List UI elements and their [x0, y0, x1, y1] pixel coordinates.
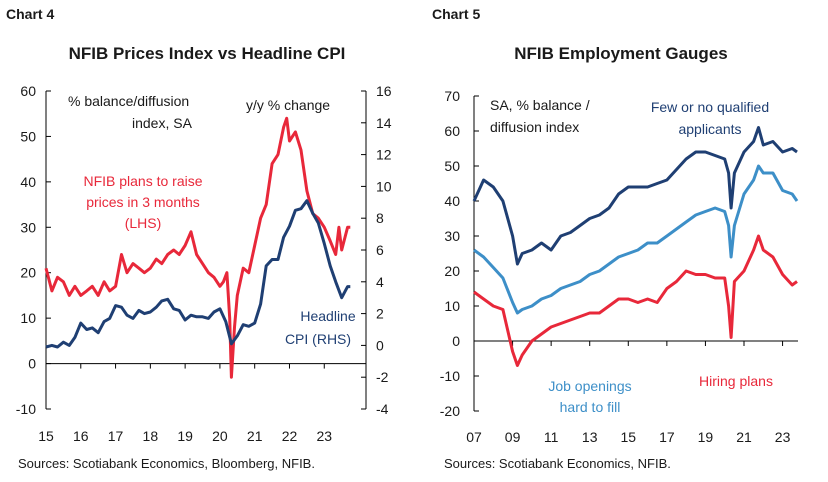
chart4-series-nfib-prices	[44, 116, 351, 379]
chart5-y-tick-label: 30	[444, 228, 460, 244]
chart4-ylabel-right: y/y % change	[246, 97, 330, 113]
chart5-ylabel-line1: SA, % balance /	[490, 97, 590, 113]
chart4-left-tick-label: -10	[16, 401, 36, 417]
chart4-right-tick-label: 0	[376, 337, 384, 353]
chart5-x-tick-label: 13	[582, 429, 598, 445]
chart5-x-tick-label: 07	[466, 429, 482, 445]
chart4-right-tick-label: 12	[376, 147, 392, 163]
chart5-series	[472, 126, 799, 367]
chart4-right-tick-label: -4	[376, 401, 389, 417]
chart5-x-tick-label: 11	[544, 429, 559, 445]
chart5-source: Sources: Scotiabank Economics, NFIB.	[444, 456, 671, 471]
chart4-right-tick-label: 4	[376, 274, 384, 290]
chart5-annot-navy-1: Few or no qualified	[651, 99, 769, 115]
chart4-right-tick-label: -2	[376, 369, 389, 385]
chart4-x-tick-label: 15	[38, 428, 54, 444]
chart4-title: NFIB Prices Index vs Headline CPI	[68, 44, 346, 63]
chart4-x-tick-label: 16	[73, 428, 89, 444]
chart4-x-tick-label: 17	[108, 428, 124, 444]
chart5-ylabel-line2: diffusion index	[490, 119, 579, 135]
chart5-y-tick-label: 40	[444, 193, 460, 209]
chart5-axes: -20 -10 0 10 20 30 40 50 60 70 07 09 11 13 15 17 19 21 23	[440, 88, 798, 445]
chart4-x-tick-label: 19	[177, 428, 193, 444]
chart4-panel: Chart 4 NFIB Prices Index vs Headline CP…	[6, 6, 392, 471]
chart4-annot-red-1: NFIB plans to raise	[83, 173, 202, 189]
chart5-y-tick-label: 10	[444, 298, 460, 314]
chart4-series	[44, 116, 351, 379]
chart4-x-tick-label: 22	[282, 428, 298, 444]
chart5-title: NFIB Employment Gauges	[514, 44, 728, 63]
chart4-left-tick-label: 60	[20, 83, 36, 99]
chart5-y-tick-label: 0	[452, 333, 460, 349]
chart5-y-tick-label: 70	[444, 88, 460, 104]
chart4-right-tick-label: 6	[376, 242, 384, 258]
chart4-right-tick-label: 2	[376, 306, 384, 322]
chart4-plot: -10 0 10 20 30 40 50 60 -4 -2 0 2 4 6 8 10 12 14 16 15 16 17 1…	[16, 83, 392, 444]
chart4-left-tick-label: 10	[20, 310, 36, 326]
chart4-x-tick-label: 18	[143, 428, 159, 444]
chart5-annot-blue-1: Job openings	[548, 378, 631, 394]
chart5-annot-navy-2: applicants	[678, 121, 741, 137]
chart5-label: Chart 5	[432, 6, 481, 22]
chart5-series-few-qualified	[472, 126, 798, 266]
chart5-y-tick-label: -20	[440, 403, 460, 419]
chart4-annot-red-3: (LHS)	[125, 215, 162, 231]
chart5-x-tick-label: 09	[505, 429, 521, 445]
chart4-right-tick-label: 14	[376, 115, 392, 131]
chart4-annot-navy-1: Headline	[300, 308, 355, 324]
chart5-x-tick-label: 19	[698, 429, 714, 445]
chart4-right-tick-label: 10	[376, 178, 392, 194]
chart4-right-tick-label: 8	[376, 210, 384, 226]
chart5-annot-red: Hiring plans	[699, 373, 773, 389]
chart4-ylabel-left-line2: index, SA	[132, 115, 193, 131]
chart5-y-tick-label: 50	[444, 158, 460, 174]
chart5-y-tick-label: -10	[440, 368, 460, 384]
chart5-x-tick-label: 15	[620, 429, 636, 445]
chart5-annot-blue-2: hard to fill	[560, 399, 621, 415]
chart4-annot-navy-2: CPI (RHS)	[285, 331, 351, 347]
chart4-label: Chart 4	[6, 6, 55, 22]
chart4-left-tick-label: 20	[20, 265, 36, 281]
chart5-x-tick-label: 23	[775, 429, 791, 445]
chart4-left-tick-label: 0	[28, 356, 36, 372]
chart4-x-tick-label: 20	[212, 428, 228, 444]
chart4-right-tick-label: 16	[376, 83, 392, 99]
chart5-x-tick-label: 17	[659, 429, 675, 445]
chart4-left-tick-label: 40	[20, 174, 36, 190]
chart4-ylabel-left-line1: % balance/diffusion	[68, 93, 189, 109]
chart5-x-tick-label: 21	[736, 429, 752, 445]
chart5-series-job-openings	[473, 164, 799, 315]
chart4-annot-red-2: prices in 3 months	[86, 194, 200, 210]
chart5-y-tick-label: 20	[444, 263, 460, 279]
chart4-source: Sources: Scotiabank Economics, Bloomberg…	[18, 456, 315, 471]
chart4-left-tick-label: 50	[20, 128, 36, 144]
chart5-y-tick-label: 60	[444, 123, 460, 139]
chart4-x-tick-label: 21	[247, 428, 263, 444]
chart4-x-tick-label: 23	[316, 428, 332, 444]
chart5-series-hiring-plans	[473, 234, 798, 367]
chart5-panel: Chart 5 NFIB Employment Gauges -20 -10 0 10…	[414, 0, 828, 482]
chart4-series-headline-cpi	[45, 199, 351, 349]
chart4-axes: -10 0 10 20 30 40 50 60 -4 -2 0 2 4 6 8 10 12 14 16 15 16 17 1…	[16, 83, 392, 444]
chart4-left-tick-label: 30	[20, 219, 36, 235]
